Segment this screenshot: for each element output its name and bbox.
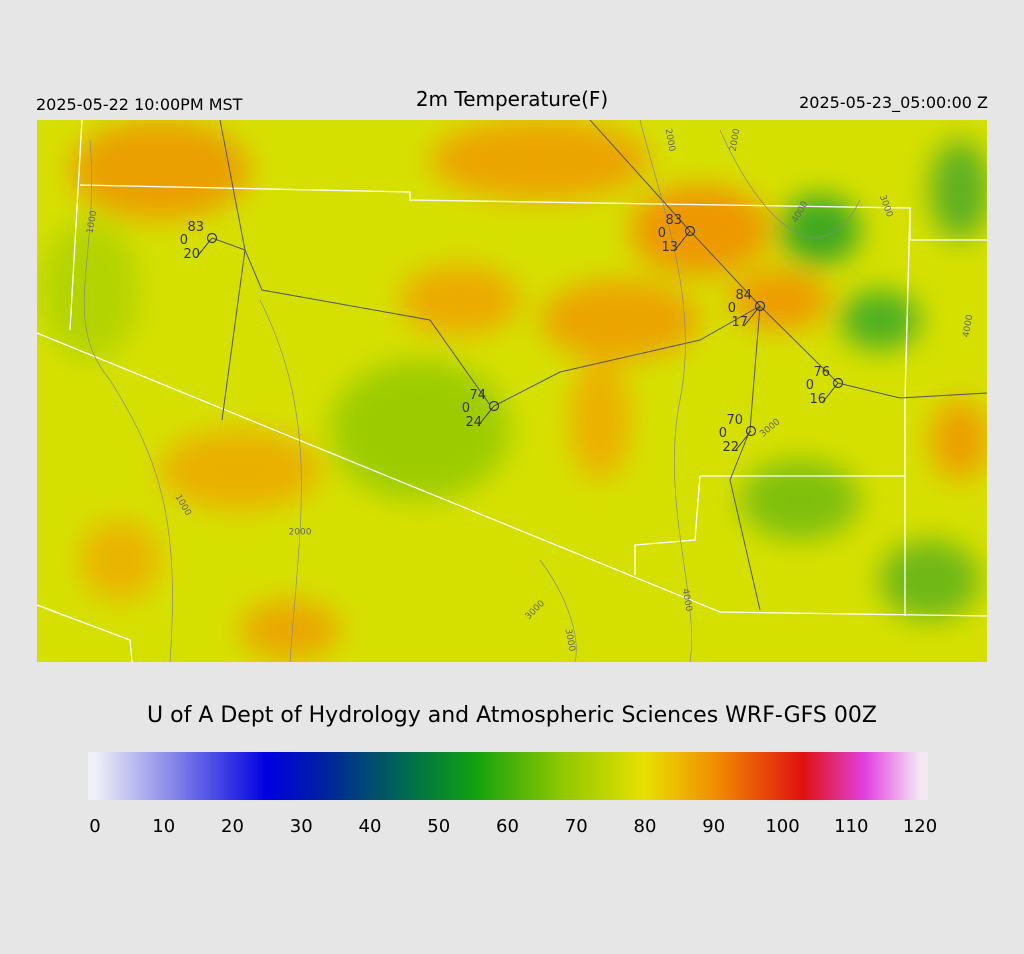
station-circle [488,400,500,412]
contour-label: 4000 [680,588,694,613]
colorbar-tick-label: 50 [427,816,450,837]
colorbar-tick-label: 10 [152,816,175,837]
temperature: 74 [469,388,486,403]
dewpoint: 17 [731,315,748,330]
station-circle [754,300,766,312]
dewpoint: 24 [465,415,482,430]
colorbar-tick-label: 70 [565,816,588,837]
colorbar-tick-label: 80 [634,816,657,837]
colorbar-tick-label: 40 [359,816,382,837]
temperature: 76 [813,365,830,380]
contour-label: 2000 [729,128,743,153]
colorbar-tick-label: 0 [89,816,100,837]
valid-local: 2025-05-22 10:00PM MST [36,95,243,114]
temperature: 84 [735,288,752,303]
station-circle [684,225,696,237]
valid-utc: 2025-05-23_05:00:00 Z [799,93,988,113]
wind-barb [477,405,495,427]
map [37,120,987,662]
dewpoint: 13 [661,240,678,255]
contour-label: 2000 [663,128,677,153]
dewpoint: 22 [722,440,739,455]
wind: 0 [658,226,666,241]
wind: 0 [462,401,470,416]
temperature-field [40,120,987,660]
roads [211,120,987,611]
wind-barb [195,237,213,259]
colorbar-tick-label: 100 [765,816,799,837]
dewpoint: 16 [809,392,826,407]
colorbar-tick-label: 30 [290,816,313,837]
borders [37,120,987,662]
station-circle [745,425,757,437]
wind: 0 [719,426,727,441]
colorbar-tick-label: 20 [221,816,244,837]
wind-barb [673,230,691,252]
temperature: 83 [665,213,682,228]
credit: U of A Dept of Hydrology and Atmospheric… [147,703,877,728]
contour-label: 4000 [962,314,976,339]
colorbar-tick-label: 90 [702,816,725,837]
contour-label: 2000 [289,528,312,538]
contours [83,120,861,662]
wind-barb [821,382,839,404]
colorbar-ticks: 0 10 20 30 40 50 60 70 80 90 100 110 120 [89,816,937,837]
colorbar [88,752,928,800]
wind-barb [743,305,761,327]
colorbar-tick-label: 60 [496,816,519,837]
wind: 0 [180,233,188,248]
temperature: 70 [726,413,743,428]
temperature: 83 [187,220,204,235]
colorbar-tick-label: 120 [903,816,937,837]
wind: 0 [806,378,814,393]
wind-barb [734,430,752,452]
station-circle [206,232,218,244]
station-circle [832,377,844,389]
dewpoint: 20 [183,247,200,262]
title: 2m Temperature(F) [416,87,608,111]
wind: 0 [728,301,736,316]
contour-label: 3000 [563,628,577,653]
contour-label: 1000 [86,210,100,235]
colorbar-tick-label: 110 [834,816,868,837]
